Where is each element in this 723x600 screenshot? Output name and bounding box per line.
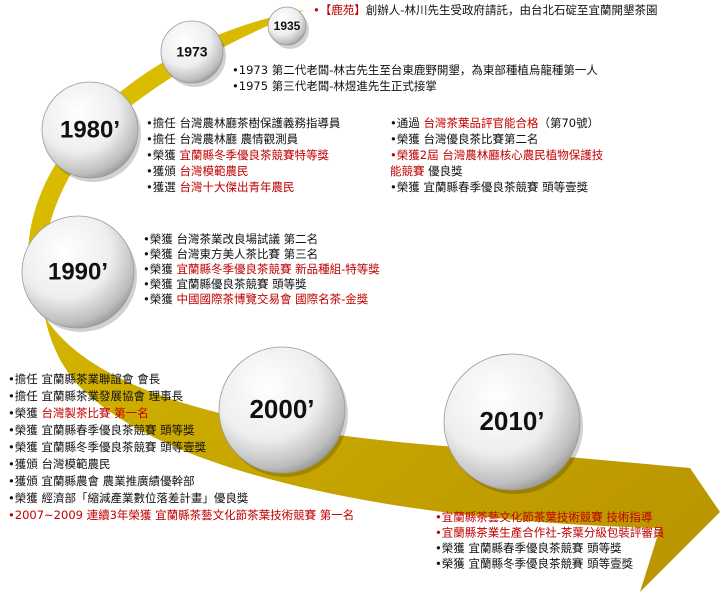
item-text: •擔任 台灣農林廳 農情觀測員 bbox=[146, 132, 299, 146]
timeline-item: •宜蘭縣茶藝文化節茶葉技術競賽 技術指導 bbox=[435, 510, 653, 524]
timeline-item: 能競賽 優良獎 bbox=[390, 164, 463, 178]
milestone-ball bbox=[21, 215, 135, 329]
timeline-item: •榮獲 宜蘭縣春季優良茶競賽 頭等壹獎 bbox=[390, 180, 589, 194]
item-text: 宜蘭縣冬季優良茶競賽 新品種組-特等獎 bbox=[176, 262, 380, 276]
timeline-item: •榮獲 台灣優良茶比賽第二名 bbox=[390, 132, 538, 146]
item-text: •擔任 台灣農林廳茶樹保護義務指導員 bbox=[146, 116, 341, 130]
timeline-item: •榮獲 台灣東方美人茶比賽 第三名 bbox=[143, 247, 318, 261]
timeline-item: •2007~2009 連續3年榮獲 宜蘭縣茶藝文化節茶葉技術競賽 第一名 bbox=[8, 508, 354, 522]
milestone-label: 2000’ bbox=[249, 394, 314, 424]
item-text: •榮獲 bbox=[8, 406, 41, 420]
milestone-label: 2010’ bbox=[479, 406, 544, 436]
milestone-label: 1973 bbox=[176, 44, 207, 60]
item-text: 台灣模範農民 bbox=[179, 164, 248, 178]
item-text: •榮獲 bbox=[143, 262, 176, 276]
item-text: •通過 bbox=[390, 116, 423, 130]
timeline-item: •榮獲 台灣製茶比賽 第一名 bbox=[8, 406, 149, 420]
item-text: •1973 第二代老闆-林古先生至台東鹿野開墾，為東部種植烏龍種第一人 bbox=[232, 63, 598, 77]
item-text: •榮獲 台灣茶業改良場試議 第二名 bbox=[143, 232, 318, 246]
item-text: •榮獲 bbox=[143, 292, 176, 306]
item-text: 中國國際茶博覽交易會 國際名茶-金獎 bbox=[176, 292, 368, 306]
timeline-item: •【鹿苑】創辦人-林川先生受政府請託，由台北石碇至宜蘭開墾茶園 bbox=[313, 3, 657, 17]
item-text: 台灣十大傑出青年農民 bbox=[179, 180, 294, 194]
item-text: •1975 第三代老闆-林煜進先生正式接掌 bbox=[232, 79, 437, 93]
item-text: 台灣茶葉品評官能合格 bbox=[423, 116, 538, 130]
timeline-item: •榮獲 宜蘭縣冬季優良茶競賽 頭等壹獎 bbox=[8, 440, 207, 454]
item-text: 創辦人-林川先生受政府請託，由台北石碇至宜蘭開墾茶園 bbox=[366, 3, 658, 17]
item-text: •榮獲 宜蘭縣春季優良茶競賽 頭等壹獎 bbox=[390, 180, 589, 194]
timeline-item: •獲頒 宜蘭縣農會 農業推廣績優幹部 bbox=[8, 474, 195, 488]
timeline-item: •宜蘭縣茶業生產合作社-茶葉分級包裝評審員 bbox=[435, 526, 665, 540]
timeline-item: •獲選 台灣十大傑出青年農民 bbox=[146, 180, 294, 194]
milestone-ball bbox=[218, 346, 346, 474]
item-text: 優良獎 bbox=[425, 164, 464, 178]
item-text: •榮獲 宜蘭縣優良茶競賽 頭等獎 bbox=[143, 277, 307, 291]
item-text: •榮獲 宜蘭縣冬季優良茶競賽 頭等壹獎 bbox=[435, 557, 634, 571]
timeline-item: •榮獲2屆 台灣農林廳核心農民植物保護技 bbox=[390, 148, 604, 162]
item-text: •榮獲 宜蘭縣冬季優良茶競賽 頭等壹獎 bbox=[8, 440, 207, 454]
milestone-ball bbox=[41, 81, 139, 179]
item-text: •榮獲 宜蘭縣春季優良茶競賽 頭等獎 bbox=[435, 541, 622, 555]
timeline-item: •榮獲 台灣茶業改良場試議 第二名 bbox=[143, 232, 318, 246]
item-text: •榮獲 宜蘭縣春季優良茶競賽 頭等獎 bbox=[8, 423, 195, 437]
timeline-item: •獲頒 台灣模範農民 bbox=[8, 457, 110, 471]
item-text: •榮獲 bbox=[146, 148, 179, 162]
timeline-item: •榮獲 宜蘭縣春季優良茶競賽 頭等獎 bbox=[435, 541, 622, 555]
timeline-item: •榮獲 宜蘭縣冬季優良茶競賽 新品種組-特等獎 bbox=[143, 262, 380, 276]
item-text: •擔任 宜蘭縣茶業發展協會 理事長 bbox=[8, 389, 184, 403]
timeline-item: •榮獲 中國國際茶博覽交易會 國際名茶-金獎 bbox=[143, 292, 369, 306]
item-text: •榮獲 台灣優良茶比賽第二名 bbox=[390, 132, 538, 146]
timeline-item: •通過 台灣茶葉品評官能合格（第70號） bbox=[390, 116, 599, 130]
item-text: （第70號） bbox=[538, 116, 599, 130]
item-text: •擔任 宜蘭縣茶業聯誼會 會長 bbox=[8, 372, 161, 386]
item-text: •獲頒 宜蘭縣農會 農業推廣績優幹部 bbox=[8, 474, 195, 488]
timeline-item: •榮獲 宜蘭縣冬季優良茶競賽 頭等壹獎 bbox=[435, 557, 634, 571]
milestone-ball bbox=[160, 20, 224, 84]
item-text: •宜蘭縣茶業生產合作社-茶葉分級包裝評審員 bbox=[435, 526, 665, 540]
timeline-item: •擔任 宜蘭縣茶業聯誼會 會長 bbox=[8, 372, 161, 386]
item-text: •2007~2009 連續3年榮獲 宜蘭縣茶藝文化節茶葉技術競賽 第一名 bbox=[8, 508, 354, 522]
timeline-item: •榮獲 宜蘭縣優良茶競賽 頭等獎 bbox=[143, 277, 307, 291]
timeline-item: •擔任 台灣農林廳茶樹保護義務指導員 bbox=[146, 116, 341, 130]
timeline-item: •獲頒 台灣模範農民 bbox=[146, 164, 248, 178]
milestone-label: 1980’ bbox=[60, 116, 120, 143]
milestone-label: 1990’ bbox=[48, 258, 108, 285]
item-text: 宜蘭縣冬季優良茶競賽特等獎 bbox=[179, 148, 329, 162]
timeline-item: •榮獲 宜蘭縣春季優良茶競賽 頭等獎 bbox=[8, 423, 195, 437]
timeline-item: •擔任 台灣農林廳 農情觀測員 bbox=[146, 132, 299, 146]
item-text: 台灣製茶比賽 第一名 bbox=[41, 406, 148, 420]
item-text: •榮獲2屆 台灣農林廳核心農民植物保護技 bbox=[390, 148, 604, 162]
item-text: 能競賽 bbox=[390, 164, 425, 178]
item-text: •榮獲 經濟部「縮減產業數位落差計畫」優良獎 bbox=[8, 491, 249, 505]
item-text: •獲頒 bbox=[146, 164, 179, 178]
milestone-ball bbox=[443, 353, 581, 491]
timeline-item: •榮獲 經濟部「縮減產業數位落差計畫」優良獎 bbox=[8, 491, 249, 505]
timeline-item: •1973 第二代老闆-林古先生至台東鹿野開墾，為東部種植烏龍種第一人 bbox=[232, 63, 598, 77]
item-text: •【鹿苑】 bbox=[313, 3, 366, 17]
timeline-item: •1975 第三代老闆-林煜進先生正式接掌 bbox=[232, 79, 437, 93]
item-text: •獲選 bbox=[146, 180, 179, 194]
swoosh bbox=[27, 10, 720, 592]
item-text: •宜蘭縣茶藝文化節茶葉技術競賽 技術指導 bbox=[435, 510, 653, 524]
milestone-label: 1935 bbox=[274, 19, 301, 33]
timeline-item: •榮獲 宜蘭縣冬季優良茶競賽特等獎 bbox=[146, 148, 329, 162]
timeline-item: •擔任 宜蘭縣茶業發展協會 理事長 bbox=[8, 389, 184, 403]
milestone-ball bbox=[267, 6, 307, 46]
item-text: •榮獲 台灣東方美人茶比賽 第三名 bbox=[143, 247, 318, 261]
item-text: •獲頒 台灣模範農民 bbox=[8, 457, 110, 471]
